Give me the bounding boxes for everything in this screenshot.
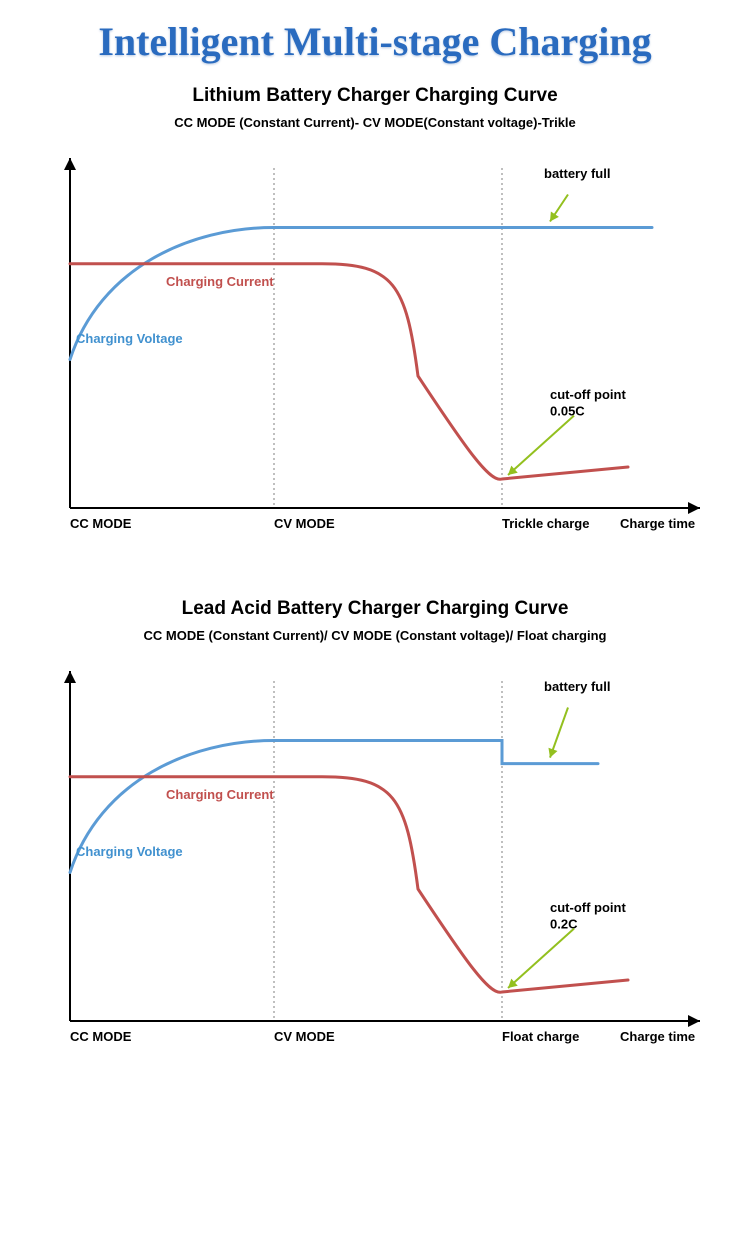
x-axis-label: Charge time	[620, 1029, 695, 1044]
chart-title: Lithium Battery Charger Charging Curve	[30, 85, 720, 107]
stage2-label: CV MODE	[274, 516, 335, 531]
voltage-label: Charging Voltage	[76, 331, 183, 346]
current-curve	[70, 264, 628, 480]
stage1-label: CC MODE	[70, 516, 132, 531]
x-axis-label: Charge time	[620, 516, 695, 531]
stage1-label: CC MODE	[70, 1029, 132, 1044]
chart-subtitle: CC MODE (Constant Current)/ CV MODE (Con…	[30, 628, 720, 643]
chart-title: Lead Acid Battery Charger Charging Curve	[30, 598, 720, 620]
voltage-label: Charging Voltage	[76, 844, 183, 859]
stage3-label: Float charge	[502, 1029, 579, 1044]
current-curve	[70, 777, 628, 993]
charts-root: Lithium Battery Charger Charging Curve C…	[0, 85, 750, 1081]
current-label: Charging Current	[166, 274, 274, 289]
page-title: Intelligent Multi-stage Charging	[0, 0, 750, 75]
cutoff-arrow	[508, 929, 574, 988]
chart-0: Lithium Battery Charger Charging Curve C…	[30, 85, 720, 568]
stage2-label: CV MODE	[274, 1029, 335, 1044]
chart-1: Lead Acid Battery Charger Charging Curve…	[30, 598, 720, 1081]
x-axis-arrowhead	[688, 1015, 700, 1027]
chart-subtitle: CC MODE (Constant Current)- CV MODE(Cons…	[30, 115, 720, 130]
chart-svg: Charging Voltage Charging Current batter…	[30, 138, 720, 568]
stage3-label: Trickle charge	[502, 516, 589, 531]
current-label: Charging Current	[166, 787, 274, 802]
cutoff-label-2: 0.05C	[550, 404, 585, 419]
cutoff-label-1: cut-off point	[550, 900, 626, 915]
cutoff-label-1: cut-off point	[550, 387, 626, 402]
battery-full-label: battery full	[544, 166, 610, 181]
y-axis-arrowhead	[64, 671, 76, 683]
y-axis-arrowhead	[64, 158, 76, 170]
battery-full-label: battery full	[544, 679, 610, 694]
arrowhead-icon	[550, 212, 559, 222]
cutoff-arrow	[508, 416, 574, 475]
chart-svg: Charging Voltage Charging Current batter…	[30, 651, 720, 1081]
x-axis-arrowhead	[688, 502, 700, 514]
